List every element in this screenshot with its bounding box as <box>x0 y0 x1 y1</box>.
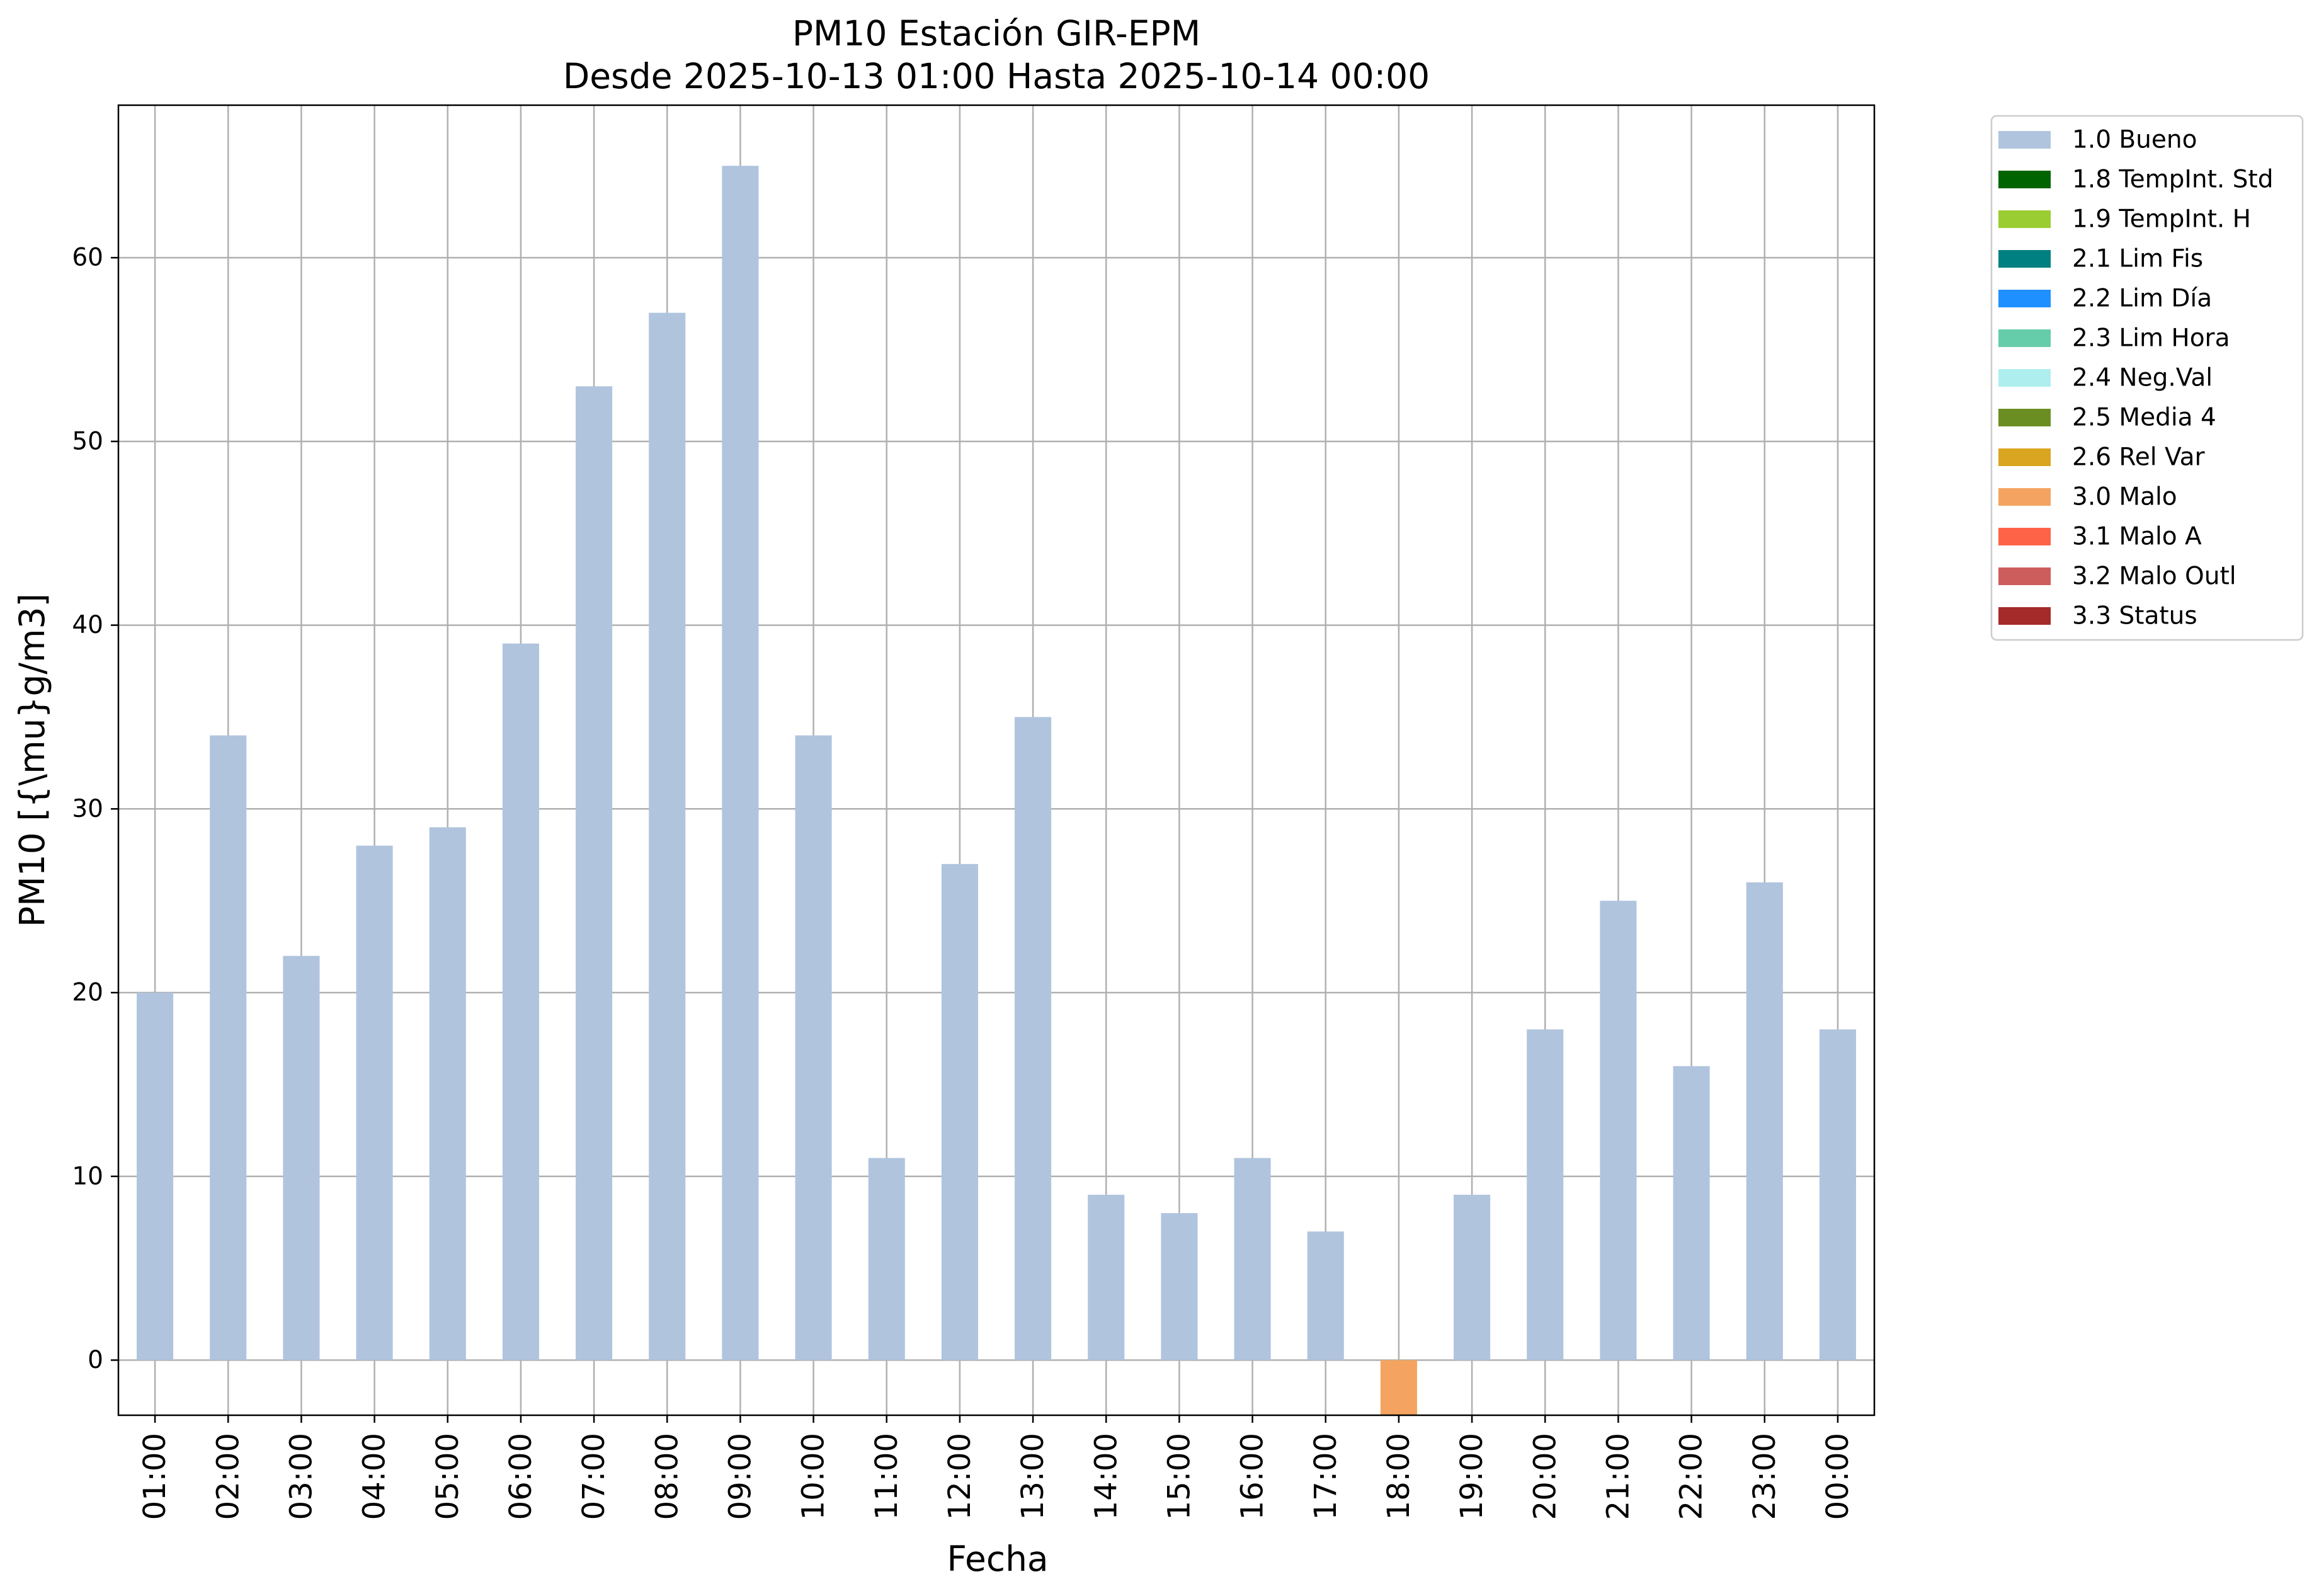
chart-title-line-1: PM10 Estación GIR-EPM <box>792 13 1200 54</box>
legend-label-2-5: 2.5 Media 4 <box>2072 404 2216 432</box>
x-tick-label: 07:00 <box>576 1433 612 1520</box>
legend: 1.0 Bueno 1.8 TempInt. Std 1.9 TempInt. H 2… <box>1990 115 2304 641</box>
legend-swatch-2-2 <box>1998 290 2051 307</box>
x-tick-label: 00:00 <box>1820 1433 1855 1520</box>
legend-label-1-8: 1.8 TempInt. Std <box>2072 166 2273 194</box>
bar-2100 <box>1600 901 1637 1360</box>
x-tick-label: 22:00 <box>1674 1433 1709 1520</box>
legend-swatch-3-1 <box>1998 528 2051 545</box>
x-tick-label: 18:00 <box>1381 1433 1416 1520</box>
legend-swatch-3-3 <box>1998 607 2051 625</box>
legend-label-3-2: 3.2 Malo Outl <box>2072 562 2236 591</box>
plot-frame <box>117 104 1876 1416</box>
y-tick-label: 20 <box>72 979 103 1007</box>
bar-1700 <box>1307 1231 1344 1360</box>
legend-label-2-6: 2.6 Rel Var <box>2072 443 2206 472</box>
x-tick-label: 04:00 <box>357 1433 392 1520</box>
x-tick-label: 05:00 <box>430 1433 465 1520</box>
x-tick-label: 14:00 <box>1088 1433 1124 1520</box>
x-tick-label: 15:00 <box>1161 1433 1197 1520</box>
x-tick-label: 08:00 <box>649 1433 685 1520</box>
bar-1500 <box>1161 1213 1198 1360</box>
legend-swatch-2-4 <box>1998 369 2051 387</box>
x-axis-ticks: 01:00 02:00 03:00 04:00 05:00 06:00 07:00 08:00… <box>137 1415 1855 1520</box>
legend-swatch-3-0 <box>1998 488 2051 506</box>
legend-swatch-2-5 <box>1998 409 2051 426</box>
bar-0800 <box>649 312 686 1360</box>
legend-label-3-0: 3.0 Malo <box>2072 483 2177 511</box>
y-tick-label: 10 <box>72 1162 103 1190</box>
bar-1400 <box>1088 1194 1125 1360</box>
bar-0300 <box>283 955 320 1360</box>
legend-label-1-0: 1.0 Bueno <box>2072 126 2197 154</box>
x-tick-label: 17:00 <box>1308 1433 1343 1520</box>
x-tick-label: 10:00 <box>796 1433 831 1520</box>
legend-label-3-1: 3.1 Malo A <box>2072 523 2202 551</box>
legend-label-3-3: 3.3 Status <box>2072 602 2197 630</box>
x-tick-label: 19:00 <box>1454 1433 1490 1520</box>
bar-0600 <box>502 643 539 1360</box>
y-tick-label: 60 <box>72 244 103 272</box>
bar-0900 <box>722 166 759 1360</box>
x-tick-label: 21:00 <box>1600 1433 1636 1520</box>
y-tick-label: 0 <box>88 1346 103 1374</box>
y-axis-ticks: 0 10 20 30 40 50 60 <box>72 244 118 1374</box>
legend-label-2-1: 2.1 Lim Fis <box>2072 245 2203 273</box>
x-tick-label: 23:00 <box>1747 1433 1782 1520</box>
y-tick-label: 40 <box>72 611 103 639</box>
legend-swatch-3-2 <box>1998 567 2051 585</box>
legend-frame <box>1990 115 2304 641</box>
bar-1200 <box>941 864 978 1360</box>
legend-swatch-2-1 <box>1998 250 2051 268</box>
bar-0000 <box>1819 1029 1856 1360</box>
y-tick-label: 30 <box>72 795 103 823</box>
bar-2300 <box>1746 882 1783 1360</box>
y-tick-label: 50 <box>72 427 103 455</box>
x-tick-label: 11:00 <box>869 1433 904 1520</box>
bar-0700 <box>576 386 613 1360</box>
bar-2000 <box>1527 1029 1564 1360</box>
x-tick-label: 12:00 <box>942 1433 977 1520</box>
x-tick-label: 20:00 <box>1527 1433 1563 1520</box>
bar-1300 <box>1015 717 1052 1360</box>
legend-swatch-1-9 <box>1998 210 2051 228</box>
bar-1900 <box>1454 1194 1491 1360</box>
bars <box>137 166 1856 1415</box>
legend-label-2-4: 2.4 Neg.Val <box>2072 364 2213 392</box>
y-axis-label: PM10 [{\mu}g/m3] <box>12 593 52 927</box>
legend-label-1-9: 1.9 TempInt. H <box>2072 205 2251 234</box>
legend-label-2-3: 2.3 Lim Hora <box>2072 324 2230 353</box>
x-tick-label: 09:00 <box>722 1433 758 1520</box>
x-tick-label: 16:00 <box>1235 1433 1270 1520</box>
legend-swatch-1-8 <box>1998 171 2051 188</box>
bar-0400 <box>356 845 393 1360</box>
legend-label-2-2: 2.2 Lim Día <box>2072 285 2212 313</box>
bar-1800 <box>1380 1360 1417 1415</box>
chart-title-line-2: Desde 2025-10-13 01:00 Hasta 2025-10-14 … <box>563 56 1430 96</box>
x-tick-label: 03:00 <box>283 1433 319 1520</box>
legend-swatch-1-0 <box>1998 131 2051 149</box>
bar-0500 <box>429 827 466 1360</box>
bar-0200 <box>210 735 247 1360</box>
x-tick-label: 06:00 <box>503 1433 538 1520</box>
legend-swatch-2-3 <box>1998 329 2051 347</box>
bar-0100 <box>137 993 174 1360</box>
x-tick-label: 13:00 <box>1015 1433 1051 1520</box>
x-tick-label: 02:00 <box>210 1433 246 1520</box>
bar-1100 <box>868 1158 905 1360</box>
x-axis-label: Fecha <box>947 1539 1048 1579</box>
bar-1000 <box>795 735 832 1360</box>
bar-1600 <box>1234 1158 1271 1360</box>
x-tick-label: 01:00 <box>137 1433 173 1520</box>
legend-swatch-2-6 <box>1998 448 2051 466</box>
bar-2200 <box>1673 1066 1710 1360</box>
